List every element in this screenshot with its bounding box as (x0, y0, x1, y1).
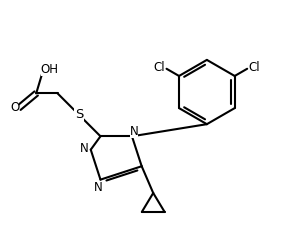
Text: Cl: Cl (153, 60, 165, 74)
Text: N: N (94, 180, 103, 194)
Text: OH: OH (41, 63, 59, 76)
Text: N: N (130, 125, 138, 138)
Text: Cl: Cl (249, 60, 261, 74)
Text: O: O (10, 100, 19, 114)
Text: S: S (75, 108, 83, 121)
Text: N: N (80, 142, 89, 155)
